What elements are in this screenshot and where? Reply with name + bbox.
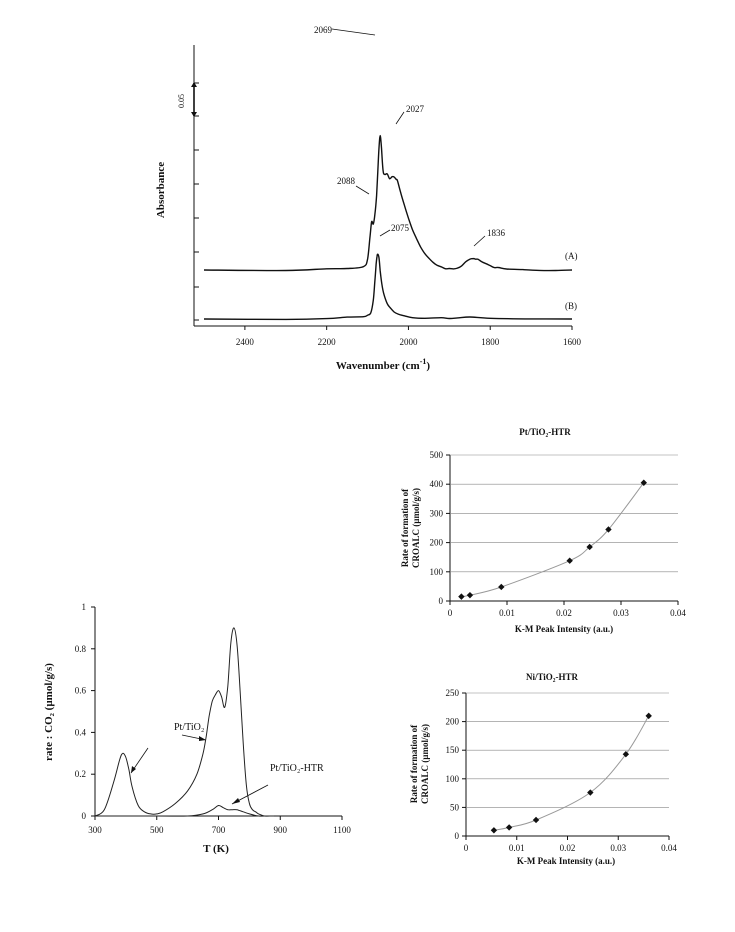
pt-data-point-2 [498,583,505,591]
pt-y-tick-label-1: 100 [430,567,444,577]
ir-spectrum-chart: 0.05 Absorbance Wavenumber (cm-1) 2069 2… [155,25,582,372]
tpd-annotation-pt-htr: Pt/TiO₂-HTR [270,763,324,774]
pt-y-tick-label-4: 400 [430,479,444,489]
ni-title: Ni/TiO₂-HTR [526,672,579,682]
ni-scatter-chart: Ni/TiO₂-HTR Rate of formation of CROALC … [409,672,677,866]
ni-x-tick-label-1: 0.01 [509,843,525,853]
pt-x-tick-label-4: 0.04 [670,608,686,618]
ir-annotation-2027: 2027 [406,104,425,114]
tpd-chart: rate : CO₂ (µmol/g/s) T (K) Pt/TiO₂ Pt/T… [43,602,351,855]
pt-x-tick-label-3: 0.03 [613,608,629,618]
pt-y-tick-label-5: 500 [430,450,444,460]
tpd-y-tick-label-3: 0.6 [75,686,87,696]
pt-x-label: K-M Peak Intensity (a.u.) [515,624,613,634]
pt-data-point-1 [466,591,474,599]
ni-y-tick-label-3: 150 [446,745,460,755]
ir-x-tick-label-4: 1600 [563,337,582,347]
ni-y-label-1: Rate of formation of [409,724,419,803]
tpd-arrow-pt-left-head [131,766,136,773]
tpd-x-label: T (K) [203,843,229,855]
tpd-y-tick-label-4: 0.8 [75,644,87,654]
tpd-x-tick-label-2: 700 [212,825,226,835]
pt-data-point-0 [458,593,465,600]
tpd-x-tick-label-4: 1100 [333,825,351,835]
tpd-y-tick-label-5: 1 [82,602,87,612]
ir-leader-1836 [473,235,486,247]
tpd-arrow-htr-head [232,798,240,804]
pt-x-tick-label-2: 0.02 [556,608,572,618]
ni-x-label: K-M Peak Intensity (a.u.) [517,856,615,866]
ir-annotation-1836: 1836 [487,228,506,238]
tpd-y-label: rate : CO₂ (µmol/g/s) [43,663,55,761]
ni-x-tick-label-4: 0.04 [661,843,677,853]
ir-series-label-b: (B) [565,301,577,311]
tpd-series-pt-htr-line [95,804,275,817]
ir-y-label: Absorbance [155,162,167,218]
tpd-series-pt-line [94,627,272,817]
pt-x-tick-label-1: 0.01 [499,608,515,618]
ni-data-point-5 [645,712,652,720]
ir-annotation-2075: 2075 [391,223,410,233]
pt-data-point-5 [605,526,612,533]
pt-scatter-chart: Pt/TiO₂-HTR Rate of formation of CROALC … [400,427,686,634]
ir-scale-arrow-down [191,112,197,117]
ni-y-tick-label-1: 50 [450,802,460,812]
ir-scale-label: 0.05 [177,94,186,108]
pt-data-point-3 [566,557,573,564]
ni-x-tick-label-2: 0.02 [560,843,576,853]
ni-x-tick-label-3: 0.03 [610,843,626,853]
pt-x-tick-label-0: 0 [448,608,453,618]
ni-data-point-2 [532,816,540,824]
pt-y-label-2: CROALC (µmol/g/s) [411,488,421,568]
pt-y-label-1: Rate of formation of [400,488,410,567]
tpd-y-tick-label-2: 0.4 [75,727,87,737]
ni-y-tick-label-2: 100 [446,774,460,784]
ni-data-point-4 [622,751,630,758]
pt-y-tick-label-0: 0 [439,596,444,606]
ni-y-tick-label-4: 200 [446,717,460,727]
ir-annotation-2088: 2088 [337,176,356,186]
ir-series-label-a: (A) [565,251,578,261]
ni-data-point-3 [587,789,594,796]
ir-leader-2027 [395,111,405,125]
pt-y-tick-label-2: 200 [430,538,444,548]
ni-y-label-2: CROALC (µmol/g/s) [420,724,430,804]
ni-trend-line [493,715,650,831]
pt-data-point-6 [640,479,647,486]
ir-leader-2088 [355,185,370,195]
tpd-arrow-pt-right-head [199,736,206,741]
ir-annotation-2069: 2069 [314,25,333,35]
pt-y-tick-label-3: 300 [430,508,444,518]
tpd-x-tick-label-3: 900 [274,825,288,835]
ir-x-label: Wavenumber (cm-1) [336,357,431,372]
ni-x-tick-label-0: 0 [464,843,469,853]
ir-series-b-line [203,253,573,321]
ir-x-tick-label-0: 2400 [236,337,255,347]
ni-y-tick-label-0: 0 [455,831,460,841]
ir-x-label-end: ) [426,360,430,372]
ir-x-label-sup: -1 [420,357,427,366]
pt-trend-line [461,482,645,598]
ni-data-point-1 [505,824,513,831]
ir-x-tick-label-1: 2200 [318,337,337,347]
ir-x-tick-label-3: 1800 [481,337,500,347]
pt-data-point-4 [586,543,593,551]
ir-leader-2069 [331,28,376,36]
tpd-annotation-pt: Pt/TiO₂ [174,722,204,733]
tpd-x-tick-label-1: 500 [150,825,164,835]
ir-x-label-main: Wavenumber (cm [336,360,420,372]
pt-title: Pt/TiO₂-HTR [519,427,571,437]
ni-y-tick-label-5: 250 [446,688,460,698]
tpd-y-tick-label-1: 0.2 [75,769,86,779]
ir-series-a-line [203,134,573,272]
tpd-x-tick-label-0: 300 [88,825,102,835]
ir-scale-arrow-up [191,82,197,87]
ir-x-tick-label-2: 2000 [399,337,418,347]
tpd-y-tick-label-0: 0 [82,811,87,821]
ni-data-point-0 [490,827,498,834]
ir-leader-2075 [379,229,391,237]
